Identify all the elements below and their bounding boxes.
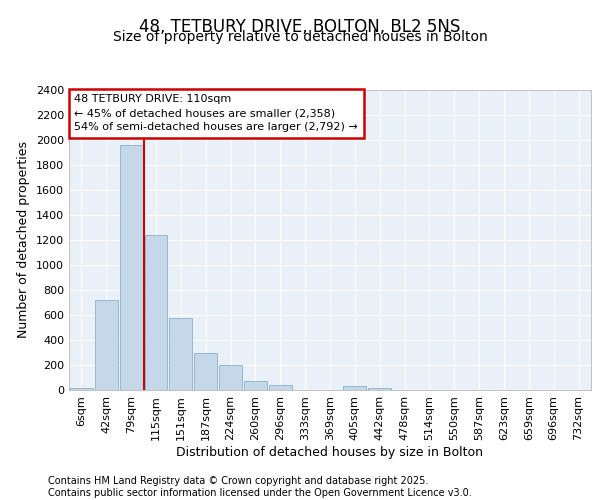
Bar xyxy=(145,235,167,390)
Bar xyxy=(269,385,292,390)
Text: Size of property relative to detached houses in Bolton: Size of property relative to detached ho… xyxy=(113,30,487,44)
Bar xyxy=(368,388,391,390)
Bar xyxy=(343,386,366,390)
Bar xyxy=(244,380,267,390)
Y-axis label: Number of detached properties: Number of detached properties xyxy=(17,142,31,338)
Bar xyxy=(194,352,217,390)
Bar xyxy=(120,145,143,390)
Text: 48, TETBURY DRIVE, BOLTON, BL2 5NS: 48, TETBURY DRIVE, BOLTON, BL2 5NS xyxy=(139,18,461,36)
Bar xyxy=(70,388,93,390)
Bar xyxy=(169,318,192,390)
Text: Contains HM Land Registry data © Crown copyright and database right 2025.
Contai: Contains HM Land Registry data © Crown c… xyxy=(48,476,472,498)
Bar xyxy=(95,300,118,390)
X-axis label: Distribution of detached houses by size in Bolton: Distribution of detached houses by size … xyxy=(176,446,484,458)
Bar xyxy=(219,365,242,390)
Text: 48 TETBURY DRIVE: 110sqm
← 45% of detached houses are smaller (2,358)
54% of sem: 48 TETBURY DRIVE: 110sqm ← 45% of detach… xyxy=(74,94,358,132)
